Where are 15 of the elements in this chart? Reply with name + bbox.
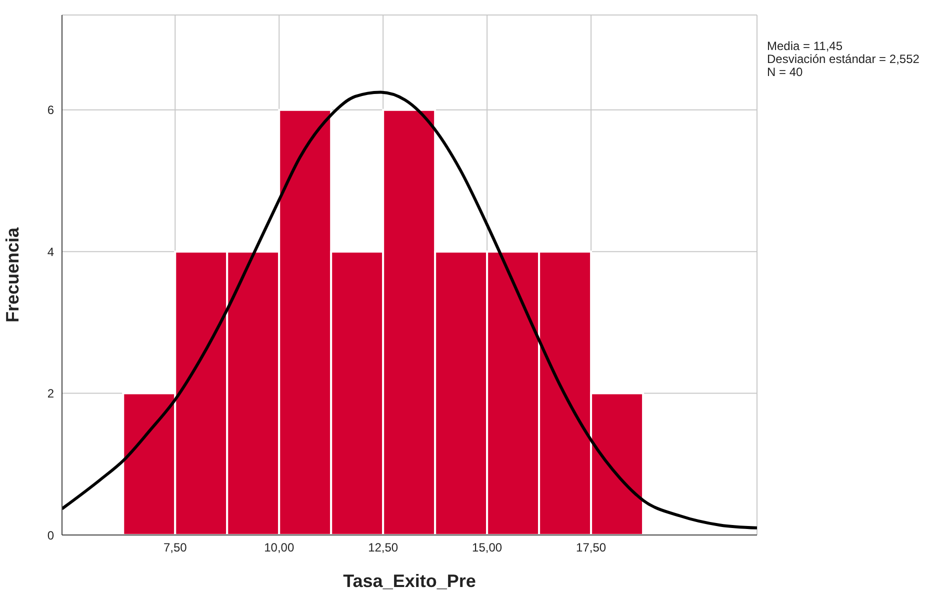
line-series xyxy=(62,90,757,530)
y-tick-label: 4 xyxy=(47,244,54,259)
x-tick-label: 17,50 xyxy=(576,540,606,555)
y-tick-label: 0 xyxy=(47,528,54,542)
text: Desviación estándar = 2,552 xyxy=(767,52,920,66)
y-axis-title: Frecuencia xyxy=(2,226,22,323)
y-tick-label: 6 xyxy=(47,103,54,118)
x-tick-label: 15,00 xyxy=(472,540,502,555)
x-tick-label: 12,50 xyxy=(368,540,398,555)
text: N = 40 xyxy=(767,65,804,79)
x-axis-title: Tasa_Exito_Pre xyxy=(343,571,476,591)
y-tick-label: 2 xyxy=(47,386,54,401)
text: Media = 11,45 xyxy=(767,39,844,53)
x-tick-label: 7,50 xyxy=(163,540,188,555)
x-tick-label: 10,00 xyxy=(264,540,294,555)
